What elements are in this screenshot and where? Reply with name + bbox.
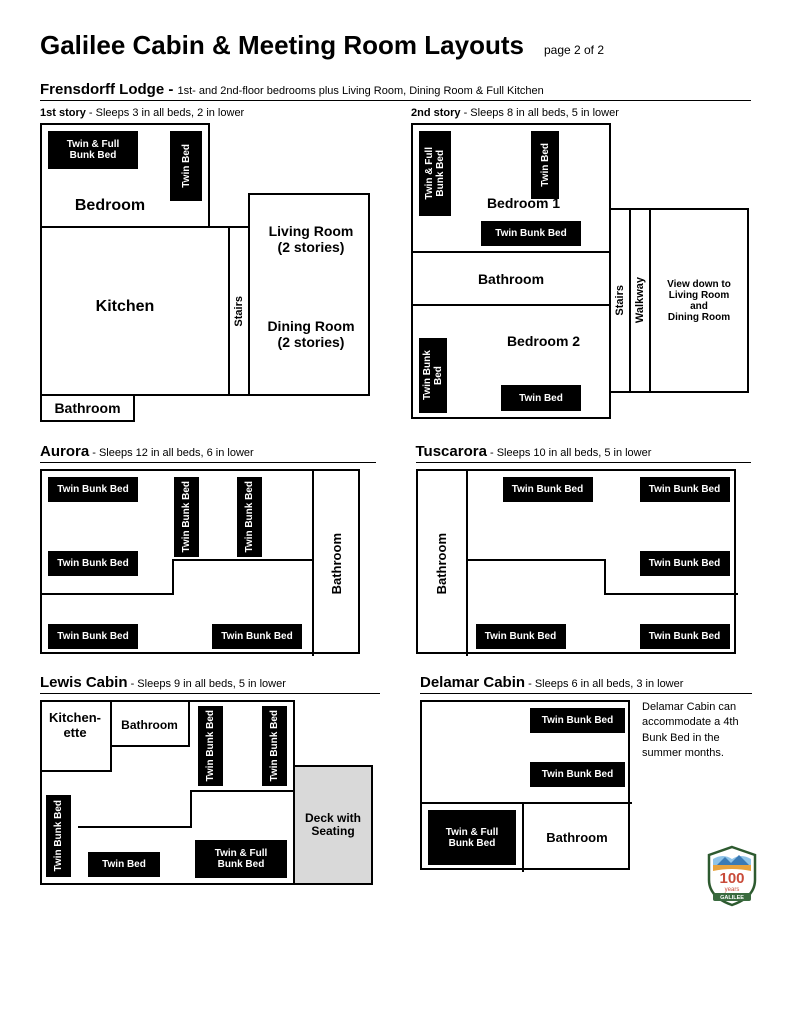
svg-text:100: 100	[719, 870, 744, 887]
t-b5: Twin Bunk Bed	[640, 624, 730, 649]
l-bath: Bathroom	[112, 718, 187, 732]
t-b3: Twin Bunk Bed	[640, 551, 730, 576]
t-b1: Twin Bunk Bed	[503, 477, 593, 502]
tuscarora-section: Tuscarora - Sleeps 10 in all beds, 5 in …	[416, 443, 752, 654]
frensdorff-title: Frensdorff Lodge -	[40, 81, 178, 98]
l-b1: Twin Bunk Bed	[198, 706, 223, 786]
frensdorff-heading: Frensdorff Lodge - 1st- and 2nd-floor be…	[40, 81, 751, 101]
tusc-title: Tuscarora	[416, 443, 487, 460]
bed1-tbunk: Twin Bunk Bed	[481, 221, 581, 246]
room-living: Living Room (2 stories)	[252, 223, 370, 255]
bed2-twin: Twin Bed	[501, 385, 581, 411]
story1-plan: Twin & Full Bunk Bed Twin Bed Bedroom Ki…	[40, 123, 350, 423]
l-b4: Twin Bed	[88, 852, 160, 877]
a-b2: Twin Bunk Bed	[174, 477, 199, 557]
room-view: View down to Living Room and Dining Room	[649, 208, 749, 393]
page-header: Galilee Cabin & Meeting Room Layouts pag…	[40, 30, 751, 61]
lewis-section: Lewis Cabin - Sleeps 9 in all beds, 5 in…	[40, 674, 380, 885]
l-b5: Twin & Full Bunk Bed	[195, 840, 287, 878]
aurora-section: Aurora - Sleeps 12 in all beds, 6 in low…	[40, 443, 376, 654]
room-bathroom2: Bathroom	[411, 251, 611, 306]
frensdorff-sub: 1st- and 2nd-floor bedrooms plus Living …	[178, 85, 544, 97]
a-b6: Twin Bunk Bed	[212, 624, 302, 649]
l-b3: Twin Bunk Bed	[46, 795, 71, 877]
lewis-title: Lewis Cabin	[40, 674, 128, 691]
room-walkway: Walkway	[629, 208, 651, 393]
story1-sub: - Sleeps 3 in all beds, 2 in lower	[86, 107, 244, 119]
story2-plan: Twin & Full Bunk Bed Twin Bed Bedroom 1 …	[411, 123, 751, 423]
l-b2: Twin Bunk Bed	[262, 706, 287, 786]
page-number: page 2 of 2	[544, 43, 604, 57]
room-bedroom: Bedroom	[60, 193, 160, 218]
d-b2: Twin Bunk Bed	[530, 762, 625, 787]
d-b3: Twin & Full Bunk Bed	[428, 810, 516, 865]
aurora-title: Aurora	[40, 443, 89, 460]
main-title: Galilee Cabin & Meeting Room Layouts	[40, 30, 524, 61]
tusc-sub: - Sleeps 10 in all beds, 5 in lower	[487, 447, 651, 459]
room-kitchen: Kitchen	[80, 298, 170, 316]
room-stairs: Stairs	[228, 226, 250, 396]
bed-twin-v: Twin Bed	[170, 131, 202, 201]
d-bath: Bathroom	[522, 812, 632, 862]
room-dining: Dining Room (2 stories)	[252, 318, 370, 350]
a-b1: Twin Bunk Bed	[48, 477, 138, 502]
d-b1: Twin Bunk Bed	[530, 708, 625, 733]
t-b2: Twin Bunk Bed	[640, 477, 730, 502]
a-bath: Bathroom	[312, 471, 360, 656]
l-kitchenette: Kitchen- ette	[40, 710, 110, 740]
story2-label: 2nd story	[411, 107, 461, 119]
del-sub: - Sleeps 6 in all beds, 3 in lower	[525, 678, 683, 690]
second-story-col: 2nd story - Sleeps 8 in all beds, 5 in l…	[411, 107, 751, 423]
a-b5: Twin Bunk Bed	[48, 624, 138, 649]
svg-text:GALILEE: GALILEE	[720, 895, 744, 901]
story1-label: 1st story	[40, 107, 86, 119]
lewis-plan: Kitchen- ette Bathroom Twin Bunk Bed Twi…	[40, 700, 380, 885]
bed-tfbunk: Twin & Full Bunk Bed	[48, 131, 138, 169]
tuscarora-plan: Bathroom Twin Bunk Bed Twin Bunk Bed Twi…	[416, 469, 736, 654]
room-bed1: Bedroom 1	[466, 195, 581, 211]
frensdorff-section: Frensdorff Lodge - 1st- and 2nd-floor be…	[40, 81, 751, 423]
first-story-col: 1st story - Sleeps 3 in all beds, 2 in l…	[40, 107, 371, 423]
room-stairs2: Stairs	[609, 208, 631, 393]
galilee-logo-icon: 100 years GALILEE	[703, 845, 761, 907]
a-b3: Twin Bunk Bed	[237, 477, 262, 557]
t-bath: Bathroom	[418, 471, 466, 656]
bed1-twin: Twin Bed	[531, 131, 559, 199]
room-bed2: Bedroom 2	[486, 333, 601, 349]
room-bathroom1: Bathroom	[40, 394, 135, 422]
svg-text:years: years	[725, 887, 740, 893]
t-b4: Twin Bunk Bed	[476, 624, 566, 649]
story2-sub: - Sleeps 8 in all beds, 5 in lower	[461, 107, 619, 119]
a-b4: Twin Bunk Bed	[48, 551, 138, 576]
delamar-plan: Twin Bunk Bed Twin Bunk Bed Twin & Full …	[420, 700, 630, 870]
l-deck: Deck with Seating	[293, 765, 373, 885]
lewis-sub: - Sleeps 9 in all beds, 5 in lower	[128, 678, 286, 690]
bed1-tfbunk: Twin & Full Bunk Bed	[419, 131, 451, 216]
aurora-sub: - Sleeps 12 in all beds, 6 in lower	[89, 447, 253, 459]
bed2-tbunk-v: Twin Bunk Bed	[419, 338, 447, 413]
aurora-plan: Twin Bunk Bed Twin Bunk Bed Twin Bunk Be…	[40, 469, 360, 654]
del-title: Delamar Cabin	[420, 674, 525, 691]
